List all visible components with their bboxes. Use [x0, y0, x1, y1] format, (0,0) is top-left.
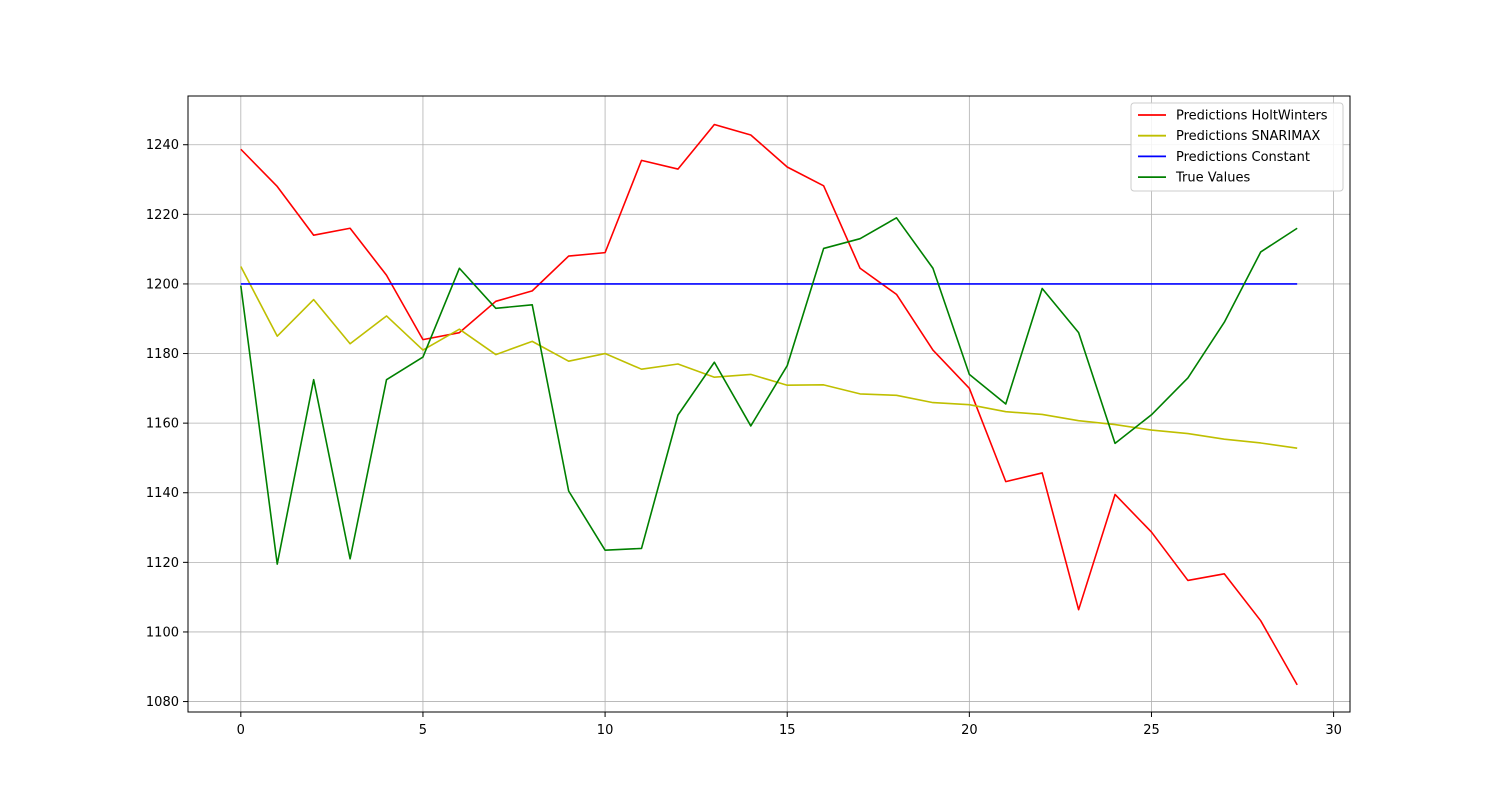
y-axis: 1080 1100 1120 1140 1160 1180 1200 1220 1240 — [146, 138, 188, 710]
x-tick-label: 0 — [237, 723, 245, 738]
series-line-true-values — [240, 217, 1298, 565]
x-tick-label: 30 — [1325, 723, 1342, 738]
series-line-predictions-snarimax — [240, 266, 1298, 449]
x-tick-label: 5 — [419, 723, 427, 738]
x-axis: 0 5 10 15 20 25 30 — [237, 712, 1342, 738]
x-tick-label: 10 — [597, 723, 614, 738]
y-tick-label: 1240 — [146, 138, 179, 153]
y-tick-label: 1140 — [146, 486, 179, 501]
x-tick-label: 20 — [961, 723, 978, 738]
y-tick-label: 1180 — [146, 347, 179, 362]
y-tick-label: 1200 — [146, 277, 179, 292]
series-group — [240, 123, 1298, 686]
y-tick-label: 1080 — [146, 695, 179, 710]
y-tick-label: 1220 — [146, 208, 179, 223]
legend-box — [1130, 102, 1344, 192]
y-tick-label: 1100 — [146, 625, 179, 640]
legend-label-predictions-snarimax: Predictions SNARIMAX — [1176, 129, 1320, 144]
legend-label-predictions-constant: Predictions Constant — [1176, 150, 1310, 165]
y-tick-label: 1120 — [146, 556, 179, 571]
legend-label-true-values: True Values — [1175, 171, 1250, 186]
legend: Predictions HoltWinters Predictions SNARI… — [1130, 102, 1344, 192]
legend-label-predictions-holtwinters: Predictions HoltWinters — [1176, 109, 1328, 124]
y-tick-label: 1160 — [146, 417, 179, 432]
series-line-predictions-holtwinters — [240, 123, 1298, 686]
plot-frame — [187, 95, 1351, 713]
x-tick-label: 25 — [1143, 723, 1160, 738]
x-tick-label: 15 — [779, 723, 796, 738]
